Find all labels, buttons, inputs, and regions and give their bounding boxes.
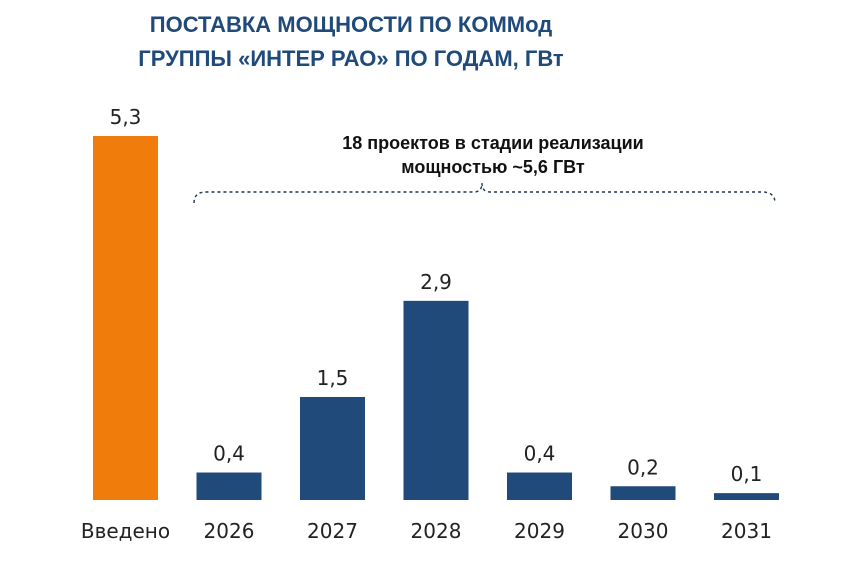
category-label-2026: 2026: [204, 519, 255, 543]
value-label-2028: 2,9: [420, 270, 452, 294]
category-label-Введено: Введено: [81, 519, 170, 543]
value-label-Введено: 5,3: [110, 105, 142, 129]
category-label-2028: 2028: [411, 519, 462, 543]
value-label-2030: 0,2: [627, 455, 659, 479]
category-label-2031: 2031: [721, 519, 772, 543]
bar-2026: [196, 472, 262, 500]
annotation-line2: мощностью ~5,6 ГВт: [401, 157, 585, 177]
value-label-2026: 0,4: [213, 442, 245, 466]
annotation-brace: [193, 182, 776, 204]
category-label-2030: 2030: [618, 519, 669, 543]
bar-Введено: [93, 136, 158, 500]
bar-2028: [403, 300, 469, 500]
chart-title-line2: ГРУППЫ «ИНТЕР РАО» ПО ГОДАМ, ГВт: [138, 46, 564, 71]
bars-group: 5,3 Введено 0,4 2026 1,5 2027 2,9 2028 0,4 2029 0,…: [81, 105, 779, 543]
value-label-2027: 1,5: [317, 366, 349, 390]
bar-2029: [507, 472, 572, 500]
chart-title-line1: ПОСТАВКА МОЩНОСТИ ПО КОММод: [150, 12, 552, 37]
category-label-2027: 2027: [307, 519, 358, 543]
bar-2031: [714, 493, 779, 500]
annotation-line1: 18 проектов в стадии реализации: [342, 133, 643, 153]
bar-2030: [610, 486, 676, 500]
bar-2027: [300, 396, 365, 500]
value-label-2031: 0,1: [731, 462, 763, 486]
value-label-2029: 0,4: [524, 442, 556, 466]
category-label-2029: 2029: [514, 519, 565, 543]
